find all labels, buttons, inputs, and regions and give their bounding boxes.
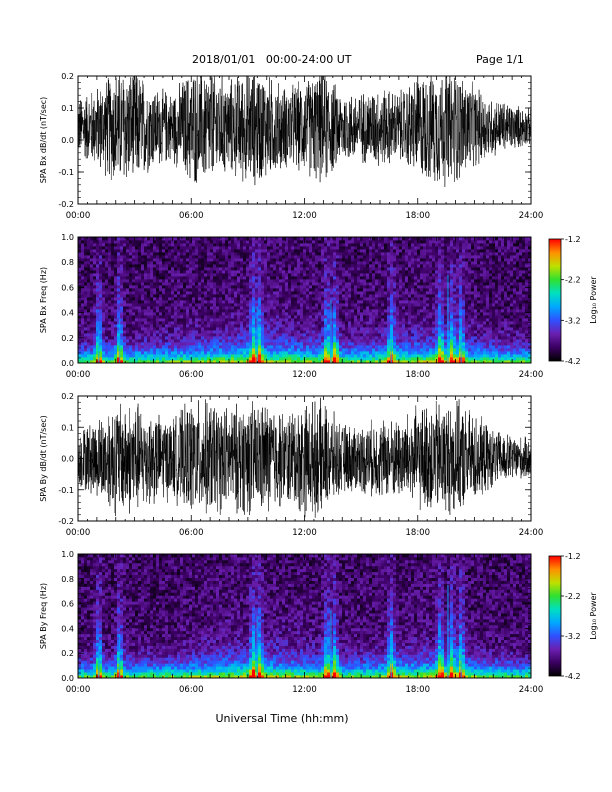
y-tick-label: 1.0 [61, 550, 74, 559]
x-tick-label: 00:00 [66, 528, 91, 538]
x-tick-label: 24:00 [519, 528, 544, 538]
y-tick-label: 0.6 [61, 600, 74, 609]
y-tick-label: 0.0 [61, 136, 74, 145]
panel-by-waveform: 00:00 06:00 12:00 18:00 24:00 0.2 0.1 0.0 -0.1 -0… [39, 392, 543, 538]
x-tick-label: 18:00 [406, 528, 431, 538]
panels-layer: 00:00 06:00 12:00 18:00 24:00 0.2 0.1 0.0 -0.1 -0… [39, 72, 598, 695]
y-tick-label: 0.6 [61, 283, 74, 292]
y-tick-label: 1.0 [61, 233, 74, 242]
y-tick-label: 0.0 [61, 359, 74, 368]
x-tick-label: 12:00 [292, 211, 317, 221]
colorbar-tick-label: -2.2 [565, 276, 581, 285]
colorbar-tick-label: -4.2 [565, 357, 581, 366]
x-axis-title: Universal Time (hh:mm) [216, 712, 349, 725]
y-tick-label: 0.8 [61, 575, 74, 584]
spectrogram-cells [78, 554, 532, 679]
x-tick-label: 24:00 [519, 685, 544, 695]
x-tick-label: 06:00 [179, 370, 204, 380]
colorbar: -1.2 -2.2 -3.2 -4.2 Log₁₀ Power [548, 235, 598, 366]
y-tick-label: 0.4 [61, 624, 74, 633]
colorbar-title: Log₁₀ Power [589, 592, 598, 640]
y-tick-label: -0.1 [58, 486, 74, 495]
panel-bx-waveform: 00:00 06:00 12:00 18:00 24:00 0.2 0.1 0.0 -0.1 -0… [39, 72, 544, 221]
y-tick-label: 0.8 [61, 258, 74, 267]
y-tick-label: -0.2 [58, 517, 74, 526]
colorbar-tick-label: -4.2 [565, 672, 581, 681]
x-tick-label: 06:00 [179, 685, 204, 695]
colorbar: -1.2 -2.2 -3.2 -4.2 Log₁₀ Power [548, 552, 598, 681]
y-tick-label: 0.2 [61, 334, 74, 343]
x-tick-label: 12:00 [292, 685, 317, 695]
y-tick-label: 0.4 [61, 309, 74, 318]
colorbar-tick-label: -3.2 [565, 632, 581, 641]
x-tick-label: 06:00 [179, 211, 204, 221]
page-number: Page 1/1 [476, 53, 524, 66]
y-axis-title: SPA By Freq (Hz) [39, 583, 48, 649]
colorbar-tick-label: -1.2 [565, 235, 581, 244]
series-line-bx-waveform [78, 76, 531, 187]
y-tick-label: 0.1 [61, 423, 74, 432]
colorbar-gradient [548, 238, 562, 362]
panel-by-spectrogram: 00:00 06:00 12:00 18:00 24:00 1.0 0.8 0.6 0.4 0.2… [39, 550, 598, 695]
series-line-by-waveform [78, 397, 531, 518]
x-tick-label: 06:00 [179, 528, 204, 538]
x-tick-label: 12:00 [292, 370, 317, 380]
x-tick-label: 24:00 [519, 211, 544, 221]
y-tick-label: 0.1 [61, 104, 74, 113]
y-tick-label: -0.1 [58, 168, 74, 177]
x-tick-label: 18:00 [406, 685, 431, 695]
x-tick-label: 24:00 [519, 370, 544, 380]
y-axis-title: SPA Bx dB/dt (nT/sec) [39, 97, 48, 184]
page-title: 2018/01/01 00:00-24:00 UT [192, 53, 352, 66]
y-tick-label: 0.0 [61, 674, 74, 683]
x-tick-label: 00:00 [66, 370, 91, 380]
y-axis-title: SPA By dB/dt (nT/sec) [39, 415, 48, 502]
x-tick-label: 12:00 [292, 528, 317, 538]
y-tick-label: 0.0 [61, 455, 74, 464]
colorbar-gradient [548, 555, 562, 677]
x-tick-label: 18:00 [406, 211, 431, 221]
colorbar-tick-label: -3.2 [565, 316, 581, 325]
colorbar-tick-label: -1.2 [565, 552, 581, 561]
x-tick-label: 18:00 [406, 370, 431, 380]
x-tick-label: 00:00 [66, 685, 91, 695]
y-tick-label: -0.2 [58, 200, 74, 209]
colorbar-title: Log₁₀ Power [589, 276, 598, 324]
spectrogram-cells [78, 237, 532, 364]
y-tick-label: 0.2 [61, 392, 74, 401]
y-axis-title: SPA Bx Freq (Hz) [39, 267, 48, 333]
colorbar-tick-label: -2.2 [565, 592, 581, 601]
panel-bx-spectrogram: 00:00 06:00 12:00 18:00 24:00 1.0 0.8 0.6 0.4 0.2… [39, 233, 598, 380]
y-tick-label: 0.2 [61, 649, 74, 658]
x-tick-label: 00:00 [66, 211, 91, 221]
y-tick-label: 0.2 [61, 72, 74, 81]
